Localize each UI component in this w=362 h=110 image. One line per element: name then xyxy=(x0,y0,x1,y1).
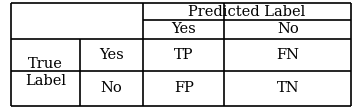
Text: FN: FN xyxy=(276,48,299,62)
Text: No: No xyxy=(100,81,122,95)
Text: No: No xyxy=(277,22,299,36)
Text: True
Label: True Label xyxy=(25,57,66,88)
Text: Predicted Label: Predicted Label xyxy=(189,5,306,19)
Text: TN: TN xyxy=(277,81,299,95)
Text: FP: FP xyxy=(174,81,194,95)
Text: Yes: Yes xyxy=(171,22,196,36)
Text: TP: TP xyxy=(174,48,193,62)
Text: Yes: Yes xyxy=(99,48,124,62)
